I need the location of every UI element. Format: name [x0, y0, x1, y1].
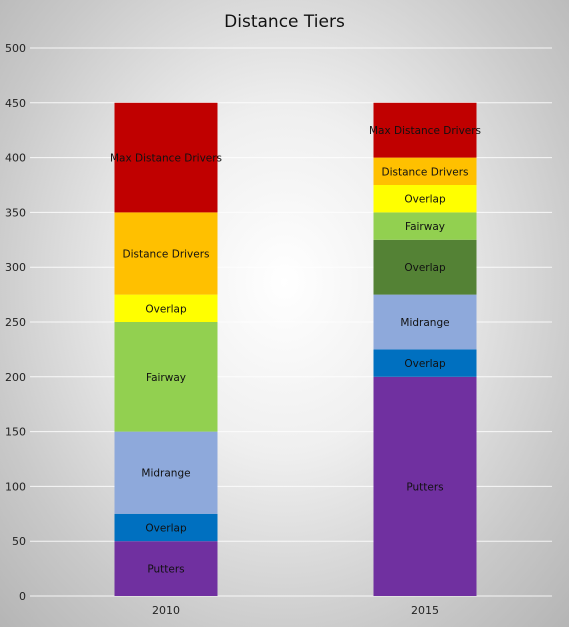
bar-segment-2010-overlap — [114, 513, 218, 542]
segment-label: Max Distance Drivers — [110, 153, 222, 165]
segment-label: Fairway — [405, 221, 445, 233]
bar-segment-2010-distance-drivers — [114, 212, 218, 295]
bar-segment-2010-fairway — [114, 322, 218, 432]
bar-segment-2015-putters — [373, 376, 477, 596]
x-tick-label: 2015 — [411, 604, 439, 617]
segment-label: Distance Drivers — [381, 166, 468, 178]
y-tick-label: 50 — [12, 535, 26, 548]
y-tick-label: 150 — [5, 426, 26, 439]
y-tick-label: 350 — [5, 206, 26, 219]
y-tick-label: 0 — [19, 590, 26, 603]
segment-label: Midrange — [400, 317, 449, 329]
segment-label: Distance Drivers — [122, 249, 209, 261]
axis-labels: 0 50 100 150 200 250 300 350 400 450 500 2010 2015 — [5, 42, 439, 617]
bar-stacks: Putters Overlap Midrange Fairway Overlap Dist… — [110, 102, 481, 596]
x-tick-label: 2010 — [152, 604, 180, 617]
bar-segment-2015-max-distance-drivers — [373, 102, 477, 158]
bar-segment-2015-overlap — [373, 239, 477, 295]
segment-label: Max Distance Drivers — [369, 125, 481, 137]
segment-label: Overlap — [145, 303, 187, 315]
bar-segment-2015-overlap — [373, 185, 477, 213]
bar-segment-2010-putters — [114, 541, 218, 596]
segment-label: Putters — [147, 564, 184, 576]
segment-label: Overlap — [404, 358, 446, 370]
bar-segment-2010-midrange — [114, 431, 218, 514]
y-tick-label: 450 — [5, 97, 26, 110]
segment-label: Midrange — [141, 468, 190, 480]
y-tick-label: 250 — [5, 316, 26, 329]
bar-segment-2015-overlap — [373, 349, 477, 377]
y-tick-label: 400 — [5, 152, 26, 165]
bar-segment-2010-overlap — [114, 294, 218, 322]
segment-label: Overlap — [145, 523, 187, 535]
y-tick-label: 100 — [5, 480, 26, 493]
y-tick-label: 500 — [5, 42, 26, 55]
chart-title: Distance Tiers — [224, 12, 345, 32]
segment-label: Fairway — [146, 372, 186, 384]
bar-segment-2010-max-distance-drivers — [114, 102, 218, 213]
bar-segment-2015-fairway — [373, 212, 477, 240]
bar-segment-2015-distance-drivers — [373, 157, 477, 185]
bar-segment-2015-midrange — [373, 294, 477, 350]
y-tick-label: 200 — [5, 371, 26, 384]
segment-label: Overlap — [404, 262, 446, 274]
segment-label: Putters — [406, 481, 443, 493]
y-tick-label: 300 — [5, 261, 26, 274]
segment-label: Overlap — [404, 194, 446, 206]
